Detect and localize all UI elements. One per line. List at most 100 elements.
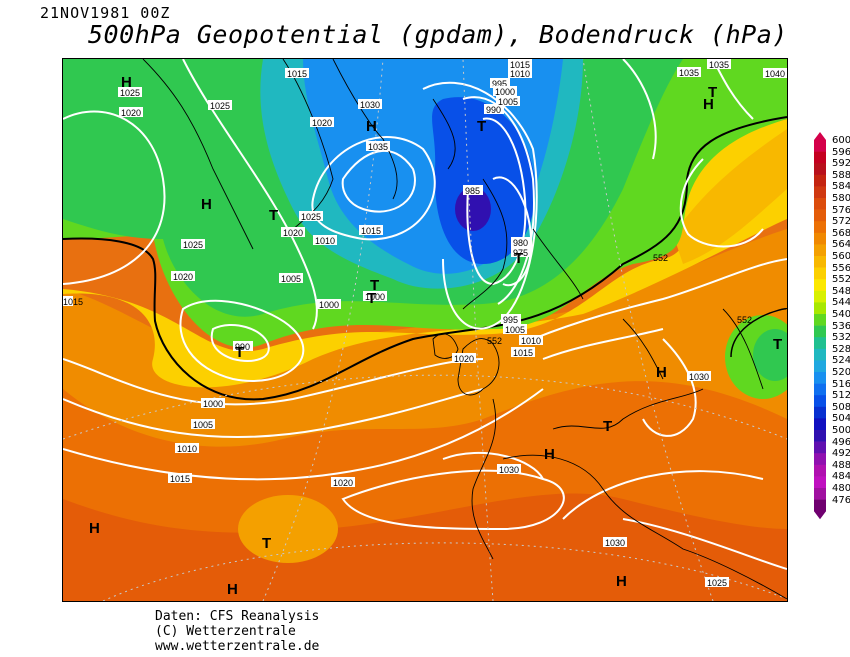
isobar-label: 1020 — [283, 228, 303, 238]
isobar-label: 1035 — [709, 60, 729, 70]
isobar-label: 1015 — [513, 348, 533, 358]
high-pressure-marker: H — [227, 581, 238, 598]
isobar-label: 1000 — [365, 292, 385, 302]
isobars — [63, 59, 787, 570]
color-scale-label: 592 — [832, 158, 850, 170]
color-scale-swatch — [814, 232, 826, 245]
isobar-label: 1030 — [689, 372, 709, 382]
color-scale-label: 512 — [832, 390, 850, 402]
low-pressure-marker: H — [703, 96, 714, 113]
color-scale-label: 564 — [832, 239, 850, 251]
isobar-label: 990 — [486, 105, 501, 115]
color-scale-swatch — [814, 151, 826, 164]
isobar-label: 990 — [235, 342, 250, 352]
color-scale-swatch — [814, 267, 826, 280]
color-scale-swatch — [814, 174, 826, 187]
color-scale-swatch — [814, 360, 826, 373]
color-scale-swatch — [814, 290, 826, 303]
color-scale-label: 488 — [832, 459, 850, 471]
contour-552-label: 552 — [737, 315, 752, 325]
low-pressure-marker: T — [514, 250, 523, 267]
isobar-label: 1030 — [499, 465, 519, 475]
credits: Daten: CFS Reanalysis (C) Wetterzentrale… — [155, 609, 319, 654]
isobar-label: 1015 — [510, 60, 530, 70]
low-pressure-marker: T — [603, 418, 612, 435]
color-scale-swatch — [814, 325, 826, 338]
color-scale-label: 524 — [832, 355, 850, 367]
pressure-systems: H H H T H T T T T T H T H T H T H H T — [89, 74, 782, 598]
low-pressure-marker: T — [708, 84, 717, 101]
color-scale-label: 576 — [832, 204, 850, 216]
color-scale-swatch — [814, 337, 826, 350]
contour-552-east — [730, 308, 787, 358]
color-scale-swatch — [814, 348, 826, 361]
high-pressure-marker: H — [89, 520, 100, 537]
isobar-label: 1025 — [120, 88, 140, 98]
isobar-label: 1020 — [312, 118, 332, 128]
high-pressure-marker: H — [366, 118, 377, 135]
isobar-label: 1015 — [63, 297, 83, 307]
isobar-label: 1010 — [521, 336, 541, 346]
high-pressure-marker: H — [616, 573, 627, 590]
isobar-label: 985 — [465, 186, 480, 196]
high-pressure-marker: H — [201, 196, 212, 213]
credits-url: www.wetterzentrale.de — [155, 639, 320, 654]
warm-low-fill — [238, 495, 338, 563]
isobar-label: 1020 — [454, 354, 474, 364]
isobar-label: 1030 — [605, 538, 625, 548]
isobar-label: 1040 — [765, 69, 785, 79]
color-scale-top-arrow — [814, 132, 826, 140]
color-scale-swatch — [814, 256, 826, 268]
isobar-label: 1015 — [361, 226, 381, 236]
color-scale-swatch — [814, 244, 826, 257]
isobar-label: 1020 — [333, 478, 353, 488]
color-scale-swatch — [814, 406, 826, 419]
color-scale-label: 492 — [832, 448, 850, 460]
color-scale-bottom-arrow — [814, 511, 826, 520]
high-pressure-marker: H — [656, 364, 667, 381]
contour-552-label: 552 — [653, 253, 668, 263]
isobar-label: 1010 — [510, 69, 530, 79]
low-pressure-marker: T — [370, 277, 379, 294]
color-scale-label: 504 — [832, 413, 850, 425]
color-scale-label: 600 — [832, 135, 850, 146]
color-scale-swatch — [814, 476, 826, 489]
color-scale-swatch — [814, 279, 826, 292]
graticule — [63, 59, 787, 601]
isobar-label: 1015 — [287, 69, 307, 79]
map-title: 500hPa Geopotential (gpdam), Bodendruck … — [88, 20, 788, 49]
low-pressure-marker: T — [262, 535, 271, 552]
color-scale-label: 496 — [832, 436, 850, 448]
isobar-label: 1000 — [495, 87, 515, 97]
color-scale-swatch — [814, 198, 826, 210]
low-pressure-marker: T — [269, 207, 278, 224]
high-pressure-marker: H — [121, 74, 132, 91]
isobar-label: 1005 — [281, 274, 301, 284]
credits-copyright: (C) Wetterzentrale — [155, 624, 296, 639]
color-scale-label: 572 — [832, 216, 850, 228]
weather-map: 1015 1025 1020 1025 1030 1035 1015 1010 … — [62, 58, 788, 602]
isobar-labels: 1015 1025 1020 1025 1030 1035 1015 1010 … — [63, 59, 787, 588]
color-scale — [812, 132, 828, 532]
color-scale-swatch — [814, 441, 826, 454]
color-scale-label: 548 — [832, 285, 850, 297]
cutoff-low-core — [753, 329, 787, 381]
color-scale-swatch — [814, 430, 826, 442]
map-date: 21NOV1981 00Z — [40, 4, 171, 22]
color-scale-label: 484 — [832, 471, 850, 483]
color-scale-swatch — [814, 163, 826, 176]
color-scale-swatch — [814, 395, 826, 408]
isobar-label: 1020 — [121, 108, 141, 118]
isobar-label: 1025 — [301, 212, 321, 222]
color-scale-label: 528 — [832, 343, 850, 355]
isobar-label: 1005 — [498, 97, 518, 107]
color-scale-label: 580 — [832, 193, 850, 204]
color-scale-label: 556 — [832, 262, 850, 274]
isobar-label: 1020 — [173, 272, 193, 282]
isobar-label: 1000 — [319, 300, 339, 310]
color-scale-swatch — [814, 221, 826, 234]
color-scale-swatch — [814, 314, 826, 326]
color-scale-label: 500 — [832, 425, 850, 436]
color-scale-label: 536 — [832, 320, 850, 332]
isobar-label: 975 — [513, 248, 528, 258]
